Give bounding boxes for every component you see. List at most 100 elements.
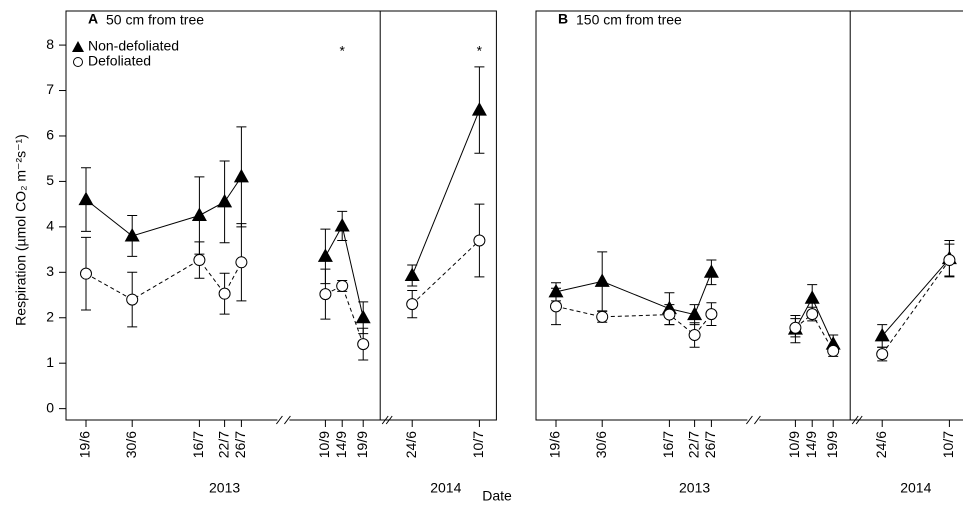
x-tick-label: 19/6: [77, 431, 93, 458]
axis-break: [275, 415, 283, 425]
y-tick-label: 5: [46, 172, 54, 188]
panel-label: B: [558, 11, 568, 27]
marker: [596, 310, 609, 323]
x-tick-label: 22/7: [685, 431, 701, 458]
x-tick-label: 24/6: [873, 431, 889, 458]
marker: [473, 234, 486, 247]
marker: [124, 227, 140, 242]
panel-label: A: [88, 11, 98, 27]
axis-break-gap: [747, 417, 760, 423]
x-tick-label: 26/7: [232, 431, 248, 458]
axis-break: [754, 415, 761, 425]
legend-marker: [73, 57, 83, 67]
y-axis-label: Respiration (µmol CO₂ m⁻²s⁻¹): [13, 134, 29, 326]
x-tick-label: 30/6: [593, 431, 609, 458]
marker: [943, 254, 956, 267]
marker: [876, 348, 889, 361]
y-tick-label: 6: [46, 127, 54, 143]
y-tick-label: 8: [46, 36, 54, 52]
marker: [825, 336, 841, 350]
x-tick-label: 14/9: [803, 431, 819, 458]
legend-marker: [72, 41, 84, 52]
y-tick-label: 7: [46, 81, 54, 97]
x-tick-label: 10/7: [940, 431, 956, 458]
marker: [191, 207, 207, 221]
axis-break: [855, 415, 863, 425]
marker: [594, 273, 610, 287]
x-tick-label: 10/9: [786, 431, 802, 458]
marker: [874, 327, 890, 342]
x-tick-label: 10/9: [316, 431, 332, 458]
x-tick-label: 14/9: [333, 431, 349, 458]
x-tick-label: 22/7: [215, 431, 231, 458]
panel-title: 150 cm from tree: [576, 12, 682, 28]
x-tick-label: 16/7: [190, 431, 206, 458]
series-line: [555, 305, 712, 336]
axis-break: [385, 415, 393, 425]
marker: [357, 338, 370, 351]
x-axis-label: Date: [482, 488, 512, 504]
year-label: 2013: [679, 480, 710, 496]
series-line: [881, 259, 950, 355]
year-label: 2014: [900, 480, 931, 496]
legend-label: Defoliated: [88, 53, 151, 69]
marker: [80, 267, 92, 280]
marker: [193, 254, 206, 267]
marker: [687, 306, 703, 321]
marker: [319, 288, 332, 301]
marker: [355, 309, 371, 324]
x-tick-label: 19/6: [547, 431, 563, 458]
plot-frame: [535, 10, 963, 421]
marker: [406, 298, 419, 311]
series-line: [325, 285, 364, 345]
y-tick-label: 4: [46, 218, 54, 234]
marker: [233, 168, 249, 183]
y-tick-label: 2: [46, 308, 54, 324]
marker: [218, 287, 231, 300]
x-tick-label: 19/9: [824, 431, 840, 458]
marker: [827, 344, 840, 357]
axis-break-gap: [277, 417, 290, 423]
year-label: 2014: [430, 480, 461, 496]
axis-break: [851, 415, 859, 425]
marker: [404, 267, 420, 281]
marker: [663, 308, 676, 321]
x-tick-label: 30/6: [123, 431, 139, 458]
marker: [471, 102, 487, 116]
year-label: 2013: [209, 480, 240, 496]
marker: [317, 248, 333, 262]
x-tick-label: 26/7: [702, 431, 718, 458]
series-line: [411, 109, 480, 276]
axis-break: [283, 415, 291, 425]
x-tick-label: 10/7: [470, 431, 486, 458]
marker: [235, 256, 248, 269]
marker: [78, 191, 94, 206]
marker: [703, 264, 719, 278]
y-tick-label: 0: [46, 399, 54, 415]
marker: [705, 308, 718, 321]
marker: [789, 321, 802, 334]
marker: [334, 217, 350, 232]
marker: [804, 290, 820, 304]
x-tick-label: 24/6: [403, 431, 419, 458]
marker: [688, 329, 701, 342]
series-line: [555, 272, 712, 316]
series-line: [85, 259, 242, 301]
series-line: [411, 240, 480, 305]
axis-break: [746, 415, 753, 425]
marker: [126, 293, 139, 306]
y-tick-label: 1: [46, 354, 54, 370]
legend-label: Non-defoliated: [88, 38, 179, 54]
series-line: [881, 258, 950, 337]
axis-break: [381, 415, 389, 425]
series-line: [324, 224, 364, 318]
marker: [806, 308, 819, 321]
y-tick-label: 3: [46, 263, 54, 279]
x-tick-label: 16/7: [660, 431, 676, 458]
x-tick-label: 19/9: [354, 431, 370, 458]
significance-mark: *: [339, 43, 345, 59]
marker: [336, 279, 349, 292]
marker: [217, 193, 233, 208]
significance-mark: *: [477, 43, 483, 59]
